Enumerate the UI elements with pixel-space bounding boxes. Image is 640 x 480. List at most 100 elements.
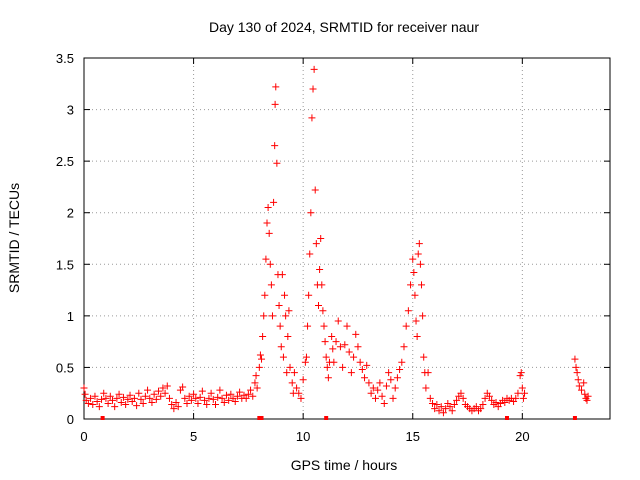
data-point [583,396,591,404]
data-point [330,358,338,366]
data-point [286,363,294,371]
data-point [413,332,421,340]
data-point [266,260,274,268]
data-point [580,379,588,387]
data-point [356,358,364,366]
data-point [323,363,331,371]
data-point [345,348,353,356]
data-point [168,401,176,409]
y-tick-label: 2.5 [56,154,74,169]
data-point [141,392,149,400]
data-point [448,407,456,415]
data-point [247,386,255,394]
data-point [341,341,349,349]
data-point [91,392,99,400]
data-point [251,379,259,387]
data-point [84,400,92,408]
x-tick-label: 20 [515,429,529,444]
data-point [396,365,404,373]
data-point [255,363,263,371]
data-point [385,369,393,377]
data-point [308,114,316,122]
data-point [252,372,260,380]
data-point [203,401,211,409]
data-point [273,159,281,167]
y-tick-label: 1 [67,309,74,324]
data-point [415,240,423,248]
y-tick-label: 1.5 [56,257,74,272]
y-tick-label: 3 [67,103,74,118]
data-point [268,312,276,320]
data-point [380,400,388,408]
data-point [387,376,395,384]
data-point [365,379,373,387]
data-point [205,394,213,402]
chart-title: Day 130 of 2024, SRMTID for receiver nau… [209,19,479,35]
data-point [453,396,461,404]
data-point [98,395,106,403]
data-point [104,400,112,408]
y-tick-label: 2 [67,206,74,221]
data-point [275,302,283,310]
data-point [159,384,167,392]
data-point [420,353,428,361]
data-point [573,369,581,377]
data-point [271,100,279,108]
data-point [361,374,369,382]
data-point [181,394,189,402]
x-tick-label: 0 [80,429,87,444]
baseline-marker [257,416,262,420]
data-point [584,392,592,400]
data-point [270,198,278,206]
data-point [512,394,520,402]
data-point [481,394,489,402]
data-point [501,398,509,406]
data-point [310,65,318,73]
data-point [329,345,337,353]
data-point [227,390,235,398]
data-point [233,392,241,400]
data-point [220,398,228,406]
data-point [146,394,154,402]
data-point [271,142,279,150]
data-point [231,397,239,405]
data-point [113,394,121,402]
data-point [574,376,582,384]
data-point [281,291,289,299]
data-point [309,85,317,93]
data-point [187,396,195,404]
data-point [288,379,296,387]
data-point [435,407,443,415]
x-tick-label: 5 [190,429,197,444]
data-point [426,394,434,402]
data-point [267,281,275,289]
data-point [102,394,110,402]
data-point [225,396,233,404]
data-point [293,384,301,392]
data-point [218,394,226,402]
data-point [479,401,487,409]
data-point [459,394,467,402]
data-point [407,281,415,289]
data-point [306,250,314,258]
axis-ticks: 0 0.5 1 1.5 2 2.5 3 3.5 0 5 10 15 20 [56,51,610,444]
data-point [276,322,284,330]
data-point [410,269,418,277]
data-point [442,405,450,413]
data-point [253,384,261,392]
data-point [87,394,95,402]
baseline-marker [504,416,509,420]
data-point [283,369,291,377]
data-point [148,398,156,406]
x-axis-label: GPS time / hours [291,457,398,473]
data-point [400,343,408,351]
data-point [514,389,522,397]
data-points [80,65,592,420]
data-point [369,384,377,392]
data-point [192,394,200,402]
data-point [212,401,219,409]
data-point [404,307,412,315]
data-point [264,204,272,212]
data-point [194,400,202,408]
data-point [256,351,264,359]
